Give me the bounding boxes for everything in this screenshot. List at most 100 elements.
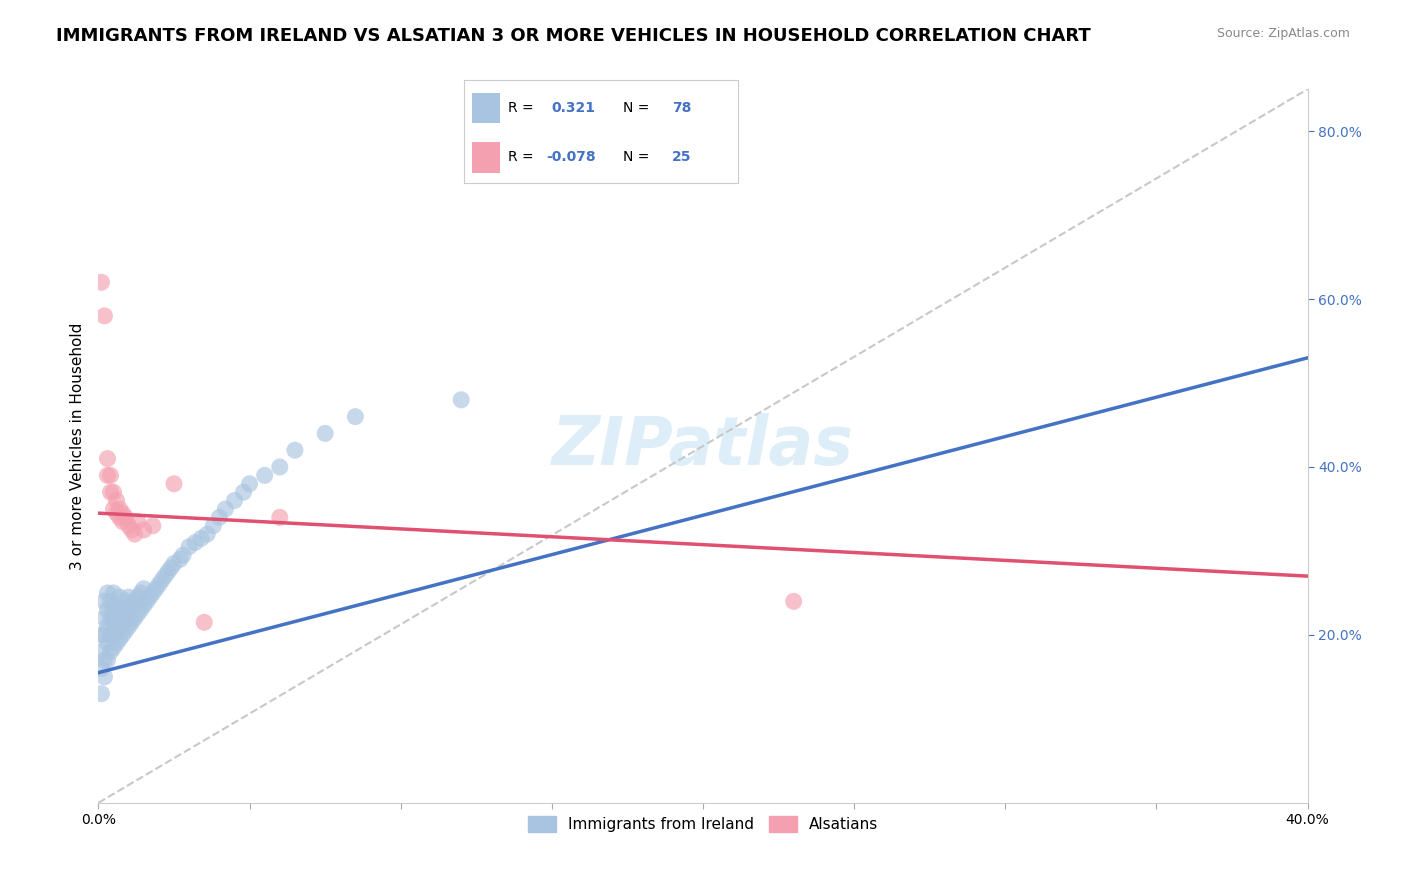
- Point: [269, 510, 291, 524]
- Point: [239, 476, 262, 491]
- Point: [100, 485, 122, 500]
- Point: [105, 599, 128, 613]
- Point: [214, 502, 236, 516]
- Point: [96, 451, 118, 466]
- Text: R =: R =: [508, 150, 533, 164]
- Point: [114, 624, 136, 638]
- Point: [783, 594, 806, 608]
- Point: [96, 636, 118, 650]
- Point: [172, 548, 194, 562]
- Point: [105, 611, 128, 625]
- Point: [103, 615, 125, 630]
- Point: [108, 510, 131, 524]
- Point: [314, 426, 336, 441]
- Point: [184, 535, 207, 549]
- Text: N =: N =: [623, 101, 650, 115]
- Point: [193, 615, 215, 630]
- Text: Source: ZipAtlas.com: Source: ZipAtlas.com: [1216, 27, 1350, 40]
- Point: [93, 628, 115, 642]
- Point: [103, 586, 125, 600]
- Point: [111, 628, 134, 642]
- Point: [132, 599, 155, 613]
- Point: [103, 485, 125, 500]
- Point: [105, 493, 128, 508]
- Point: [121, 599, 143, 613]
- Point: [253, 468, 276, 483]
- Point: [129, 586, 152, 600]
- Point: [344, 409, 367, 424]
- Point: [96, 586, 118, 600]
- Point: [450, 392, 472, 407]
- Point: [103, 502, 125, 516]
- Point: [111, 603, 134, 617]
- Point: [90, 275, 112, 289]
- Point: [153, 569, 176, 583]
- Point: [269, 460, 291, 475]
- Text: IMMIGRANTS FROM IRELAND VS ALSATIAN 3 OR MORE VEHICLES IN HOUSEHOLD CORRELATION : IMMIGRANTS FROM IRELAND VS ALSATIAN 3 OR…: [56, 27, 1091, 45]
- Point: [100, 645, 122, 659]
- Point: [100, 628, 122, 642]
- Point: [121, 615, 143, 630]
- Text: 0.321: 0.321: [551, 101, 596, 115]
- Text: N =: N =: [623, 150, 650, 164]
- Point: [103, 640, 125, 655]
- Point: [114, 594, 136, 608]
- Point: [100, 468, 122, 483]
- Point: [232, 485, 254, 500]
- Point: [142, 586, 165, 600]
- Point: [111, 515, 134, 529]
- Point: [127, 590, 149, 604]
- Point: [148, 577, 170, 591]
- Point: [118, 619, 141, 633]
- Point: [118, 518, 141, 533]
- Point: [105, 624, 128, 638]
- Point: [129, 603, 152, 617]
- Text: R =: R =: [508, 101, 533, 115]
- Point: [105, 636, 128, 650]
- Point: [224, 493, 246, 508]
- Point: [169, 552, 191, 566]
- Point: [195, 527, 218, 541]
- Point: [93, 309, 115, 323]
- Point: [118, 607, 141, 621]
- Y-axis label: 3 or more Vehicles in Household: 3 or more Vehicles in Household: [69, 322, 84, 570]
- Text: -0.078: -0.078: [546, 150, 596, 164]
- Point: [108, 619, 131, 633]
- Point: [90, 645, 112, 659]
- Point: [127, 607, 149, 621]
- Point: [124, 527, 146, 541]
- Point: [108, 632, 131, 646]
- Point: [105, 506, 128, 520]
- Point: [108, 590, 131, 604]
- Point: [190, 532, 212, 546]
- Point: [90, 687, 112, 701]
- Point: [93, 611, 115, 625]
- Legend: Immigrants from Ireland, Alsatians: Immigrants from Ireland, Alsatians: [522, 810, 884, 838]
- Point: [103, 603, 125, 617]
- Point: [93, 653, 115, 667]
- Point: [96, 603, 118, 617]
- Point: [208, 510, 231, 524]
- Point: [100, 611, 122, 625]
- Point: [163, 476, 186, 491]
- Point: [96, 653, 118, 667]
- Bar: [472, 93, 499, 123]
- Point: [135, 594, 157, 608]
- Point: [163, 557, 186, 571]
- Point: [90, 628, 112, 642]
- Point: [142, 518, 165, 533]
- Point: [132, 582, 155, 596]
- Point: [150, 574, 173, 588]
- Point: [160, 560, 183, 574]
- Point: [96, 468, 118, 483]
- Point: [284, 443, 307, 458]
- Point: [108, 502, 131, 516]
- Point: [111, 506, 134, 520]
- Point: [118, 590, 141, 604]
- Point: [121, 523, 143, 537]
- Point: [114, 510, 136, 524]
- Point: [132, 523, 155, 537]
- Point: [139, 590, 162, 604]
- Point: [103, 628, 125, 642]
- Point: [93, 594, 115, 608]
